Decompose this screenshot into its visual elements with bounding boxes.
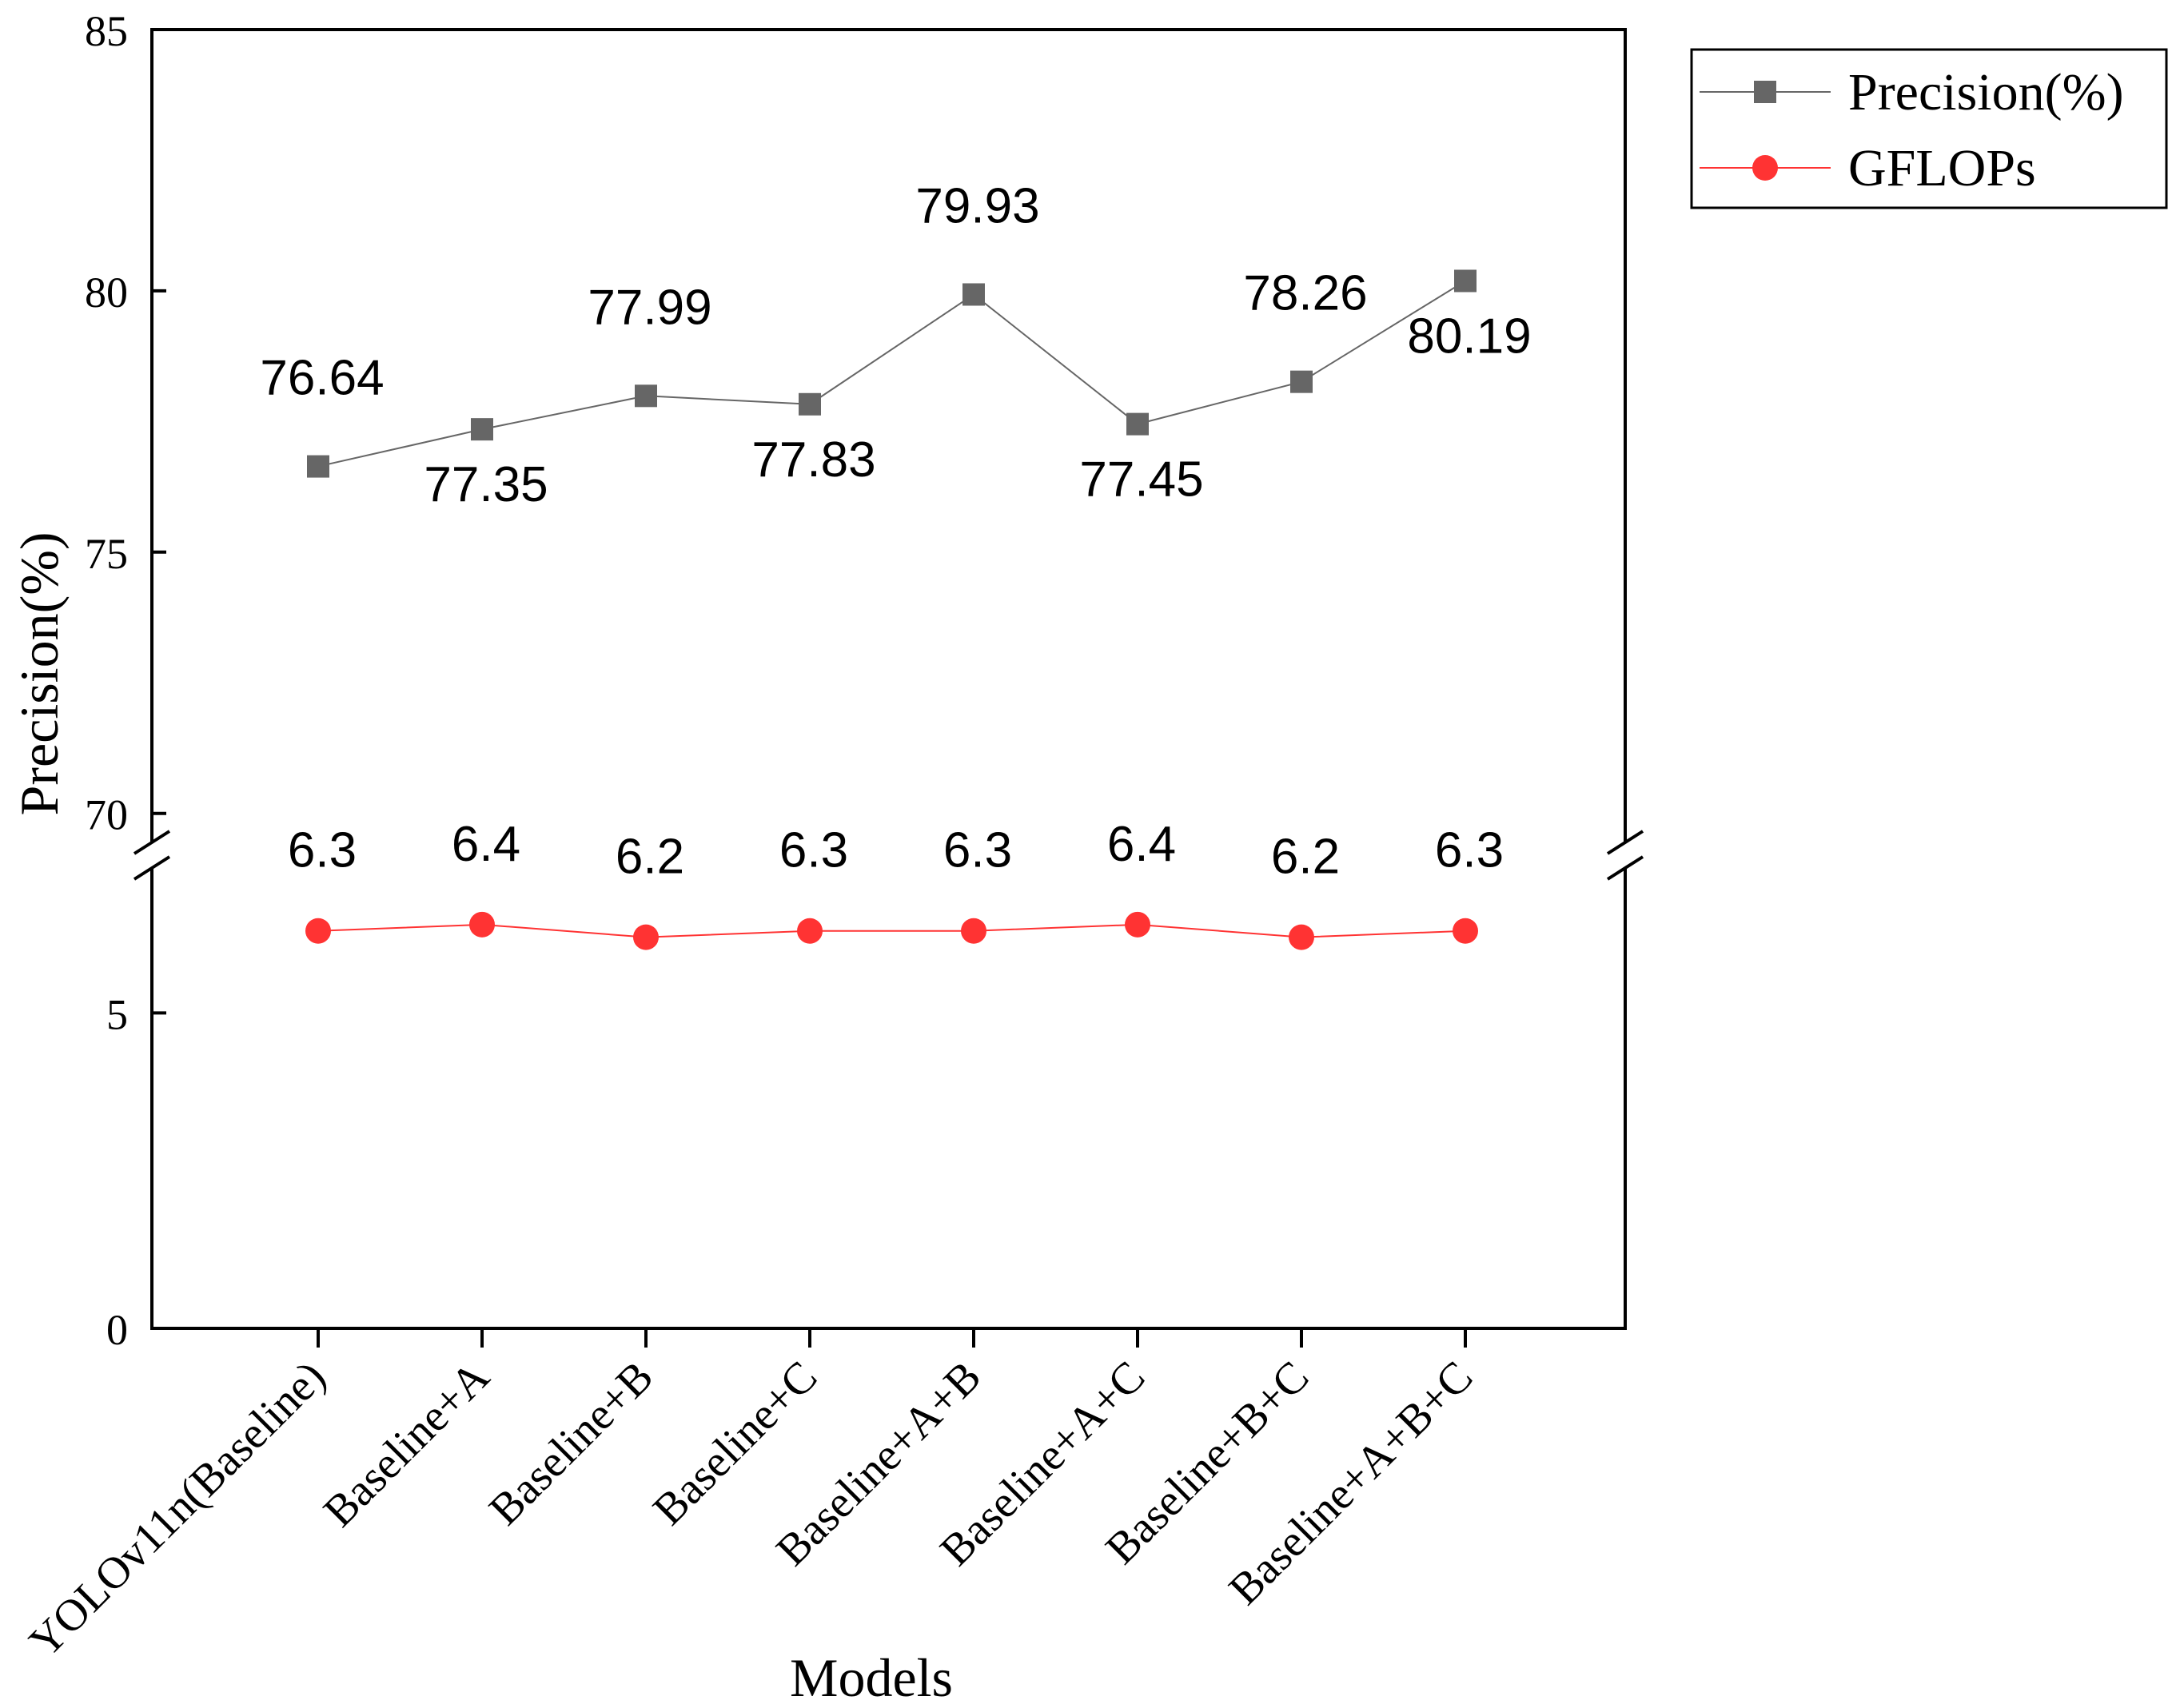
legend-label-precision: Precision(%) [1848,63,2124,121]
data-label: 77.35 [424,457,548,512]
marker-square [1126,412,1149,436]
marker-square [1454,269,1477,293]
data-label: 77.99 [588,280,711,335]
data-label: 79.93 [915,178,1039,233]
data-label: 76.64 [260,351,384,406]
data-label: 6.4 [1107,817,1176,872]
right-axis-gap [1608,842,1643,868]
marker-square [799,392,821,416]
x-axis-title: Models [790,1647,953,1708]
data-label: 6.3 [288,823,357,878]
axis-break-mark [133,830,171,855]
y-tick-label: 75 [85,530,128,578]
left-axis-gap [134,842,169,868]
legend-marker-gflops [1752,155,1778,181]
data-label: 6.3 [779,823,848,878]
marker-circle [305,918,331,944]
data-label: 80.19 [1407,309,1531,364]
y-tick-label: 70 [85,791,128,839]
x-axis: YOLOv11n(Baseline)Baseline+ABaseline+BBa… [20,1328,1482,1667]
y-tick-label: 0 [106,1306,128,1354]
series-line [317,923,1466,938]
y-tick-label: 5 [106,990,128,1038]
series-markers [305,269,1478,950]
data-label: 6.3 [943,823,1012,878]
data-label: 6.2 [1271,830,1340,885]
x-tick-label: Baseline+B [480,1352,663,1535]
legend-box [1690,48,2168,209]
y-axis: 0 5 70 75 80 85 [85,7,166,1354]
data-label: 6.4 [452,817,520,872]
x-tick-label: Baseline+A [314,1352,500,1537]
marker-circle [797,918,823,944]
data-label: 77.45 [1079,452,1203,508]
marker-circle [961,918,986,944]
legend-marker-precision [1754,81,1776,103]
marker-square [635,384,657,408]
marker-circle [1125,911,1150,938]
marker-square [1290,370,1313,393]
axis-break-mark [1606,855,1644,881]
marker-circle [1289,924,1314,950]
data-labels: 76.64 77.35 77.99 77.83 79.93 77.45 78.26 80.19… [260,178,1531,884]
plot-frame [133,28,1644,1330]
data-label: 78.26 [1243,266,1367,321]
y-tick-label: 85 [85,7,128,55]
data-label: 6.2 [616,830,684,885]
axis-break-mark [133,855,171,881]
y-tick-label: 80 [85,269,128,317]
marker-circle [633,924,659,950]
axis-break-mark [1606,830,1644,855]
marker-square [471,418,493,441]
series-line [317,280,1466,468]
data-label: 6.3 [1435,823,1504,878]
series-lines [317,280,1466,938]
legend: Precision(%) GFLOPs [1690,48,2168,209]
x-tick-label: YOLOv11n(Baseline) [20,1352,335,1666]
plot-border [150,28,1627,1330]
data-label: 77.83 [751,432,875,488]
marker-square [307,455,329,478]
marker-square [962,283,985,306]
y-axis-title: Precision(%) [9,532,70,815]
marker-circle [469,911,495,938]
marker-circle [1453,918,1478,944]
legend-label-gflops: GFLOPs [1848,139,2036,197]
